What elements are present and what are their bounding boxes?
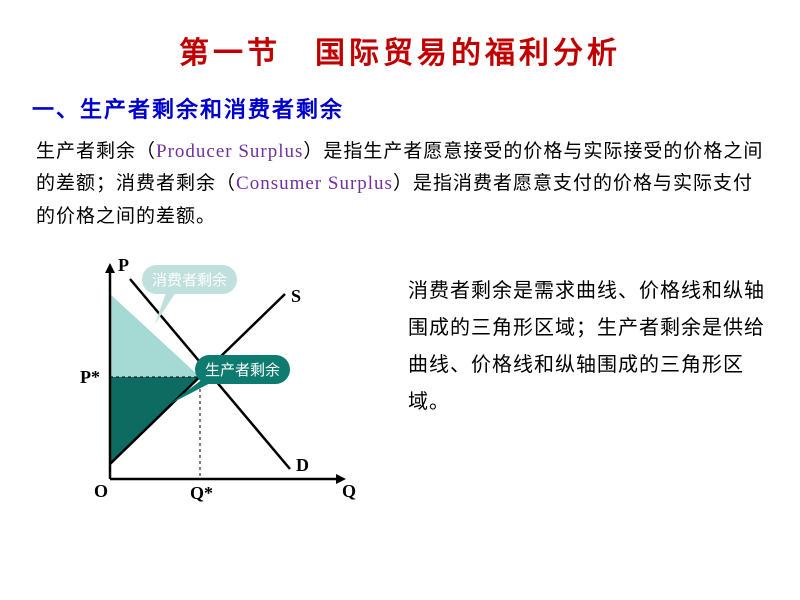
- axis-label-pstar: P*: [80, 367, 100, 388]
- surplus-chart: 消费者剩余 生产者剩余 P Q O P* Q* S D: [60, 249, 400, 529]
- axis-label-o: O: [94, 481, 108, 502]
- producer-surplus-term: Producer Surplus: [156, 141, 303, 162]
- section-subtitle: 一、生产者剩余和消费者剩余: [0, 72, 800, 124]
- ps-callout-text: 生产者剩余: [205, 363, 280, 379]
- axis-label-d: D: [296, 455, 309, 476]
- axis-label-qstar: Q*: [190, 483, 213, 504]
- cs-callout-text: 消费者剩余: [152, 273, 227, 289]
- axis-label-q: Q: [342, 481, 356, 502]
- axis-label-s: S: [291, 286, 301, 307]
- explanation-text: 消费者剩余是需求曲线、价格线和纵轴围成的三角形区域；生产者剩余是供给曲线、价格线…: [400, 249, 800, 529]
- axis-label-p: P: [118, 255, 129, 276]
- title-text: 第一节 国际贸易的福利分析: [179, 37, 621, 70]
- page-title: 第一节 国际贸易的福利分析: [0, 0, 800, 72]
- producer-surplus-callout: 生产者剩余: [195, 355, 290, 384]
- consumer-surplus-callout: 消费者剩余: [142, 265, 237, 294]
- definition-paragraph: 生产者剩余（Producer Surplus）是指生产者愿意接受的价格与实际接受…: [0, 124, 800, 233]
- explain-content: 消费者剩余是需求曲线、价格线和纵轴围成的三角形区域；生产者剩余是供给曲线、价格线…: [408, 280, 765, 413]
- consumer-surplus-term: Consumer Surplus: [236, 173, 393, 194]
- body-seg1: 生产者剩余（: [36, 141, 156, 162]
- lower-row: 消费者剩余 生产者剩余 P Q O P* Q* S D 消费者剩余是需求曲线、价…: [0, 233, 800, 529]
- subtitle-text: 一、生产者剩余和消费者剩余: [32, 97, 344, 122]
